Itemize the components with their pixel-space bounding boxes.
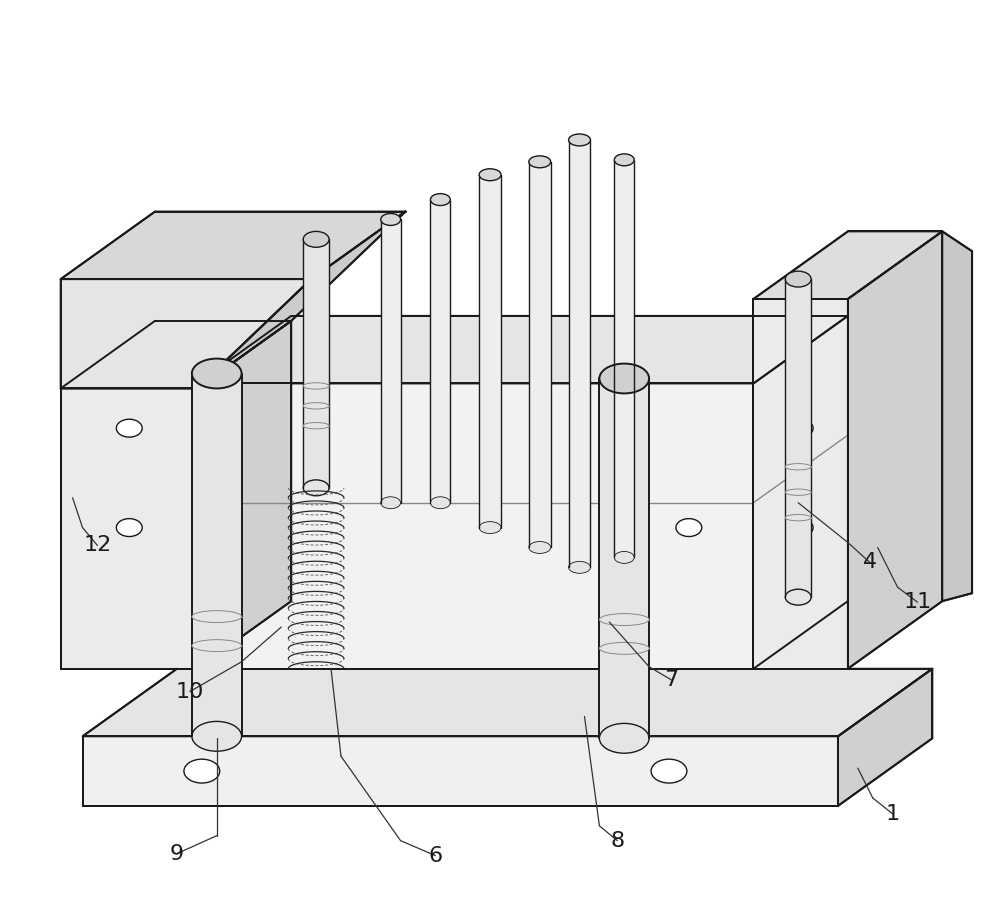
Polygon shape [61, 388, 197, 668]
Polygon shape [479, 174, 501, 528]
Polygon shape [192, 374, 242, 736]
Ellipse shape [529, 542, 551, 554]
Ellipse shape [430, 497, 450, 509]
Ellipse shape [529, 156, 551, 168]
Polygon shape [529, 162, 551, 547]
Polygon shape [303, 240, 329, 487]
Ellipse shape [116, 420, 142, 437]
Polygon shape [599, 378, 649, 738]
Ellipse shape [381, 214, 401, 226]
Polygon shape [569, 140, 590, 567]
Ellipse shape [303, 231, 329, 247]
Ellipse shape [192, 722, 242, 751]
Ellipse shape [599, 723, 649, 753]
Ellipse shape [676, 519, 702, 536]
Ellipse shape [785, 271, 811, 287]
Ellipse shape [785, 589, 811, 605]
Text: 6: 6 [428, 845, 442, 866]
Ellipse shape [599, 364, 649, 394]
Ellipse shape [303, 480, 329, 496]
Polygon shape [753, 299, 848, 668]
Ellipse shape [569, 562, 590, 574]
Ellipse shape [599, 613, 649, 625]
Ellipse shape [614, 154, 634, 166]
Polygon shape [942, 231, 972, 601]
Ellipse shape [192, 610, 242, 622]
Polygon shape [430, 199, 450, 503]
Ellipse shape [785, 464, 811, 470]
Ellipse shape [303, 403, 329, 409]
Text: 10: 10 [176, 681, 204, 701]
Text: 11: 11 [903, 592, 932, 612]
Polygon shape [61, 321, 291, 388]
Polygon shape [197, 316, 848, 384]
Polygon shape [61, 279, 311, 388]
Polygon shape [197, 384, 753, 668]
Ellipse shape [479, 169, 501, 181]
Ellipse shape [599, 643, 649, 655]
Polygon shape [753, 316, 848, 668]
Polygon shape [614, 160, 634, 557]
Ellipse shape [303, 383, 329, 389]
Ellipse shape [116, 519, 142, 536]
Ellipse shape [569, 134, 590, 146]
Polygon shape [197, 321, 291, 668]
Ellipse shape [192, 640, 242, 652]
Ellipse shape [785, 489, 811, 496]
Ellipse shape [785, 514, 811, 521]
Polygon shape [83, 668, 932, 736]
Polygon shape [381, 219, 401, 503]
Polygon shape [61, 211, 406, 279]
Text: 1: 1 [886, 804, 900, 823]
Text: 9: 9 [170, 844, 184, 864]
Polygon shape [83, 736, 838, 806]
Ellipse shape [651, 759, 687, 783]
Ellipse shape [381, 497, 401, 509]
Polygon shape [785, 279, 811, 597]
Ellipse shape [787, 519, 813, 536]
Ellipse shape [192, 359, 242, 388]
Text: 8: 8 [610, 831, 624, 851]
Text: 7: 7 [664, 669, 678, 689]
Text: 12: 12 [83, 535, 112, 555]
Ellipse shape [430, 194, 450, 206]
Text: 4: 4 [863, 553, 877, 572]
Ellipse shape [303, 422, 329, 429]
Polygon shape [753, 231, 942, 299]
Ellipse shape [614, 552, 634, 564]
Polygon shape [848, 231, 942, 668]
Ellipse shape [787, 420, 813, 437]
Polygon shape [197, 211, 406, 388]
Ellipse shape [479, 521, 501, 533]
Polygon shape [838, 668, 932, 806]
Ellipse shape [184, 759, 220, 783]
